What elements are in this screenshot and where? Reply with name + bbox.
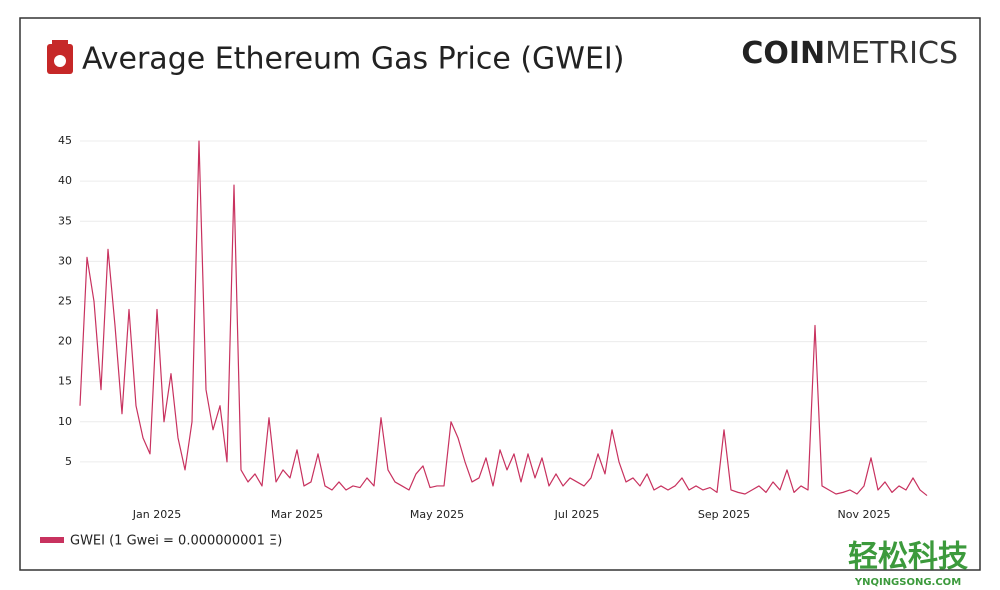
legend-swatch	[40, 537, 64, 543]
chart-title: Average Ethereum Gas Price (GWEI)	[82, 42, 624, 77]
fuel-icon	[47, 40, 73, 74]
y-tick-label: 30	[58, 254, 72, 267]
legend-label: GWEI (1 Gwei = 0.000000001 Ξ)	[70, 534, 282, 549]
y-tick-label: 15	[58, 375, 72, 388]
y-tick-label: 5	[65, 455, 72, 468]
x-tick-label: May 2025	[410, 508, 464, 521]
logo: COINMETRICS	[741, 36, 958, 71]
watermark-name: 轻松科技	[848, 540, 968, 575]
y-tick-label: 20	[58, 335, 72, 348]
x-tick-label: Jul 2025	[554, 508, 600, 521]
x-tick-label: Nov 2025	[838, 508, 891, 521]
logo-bold: COIN	[741, 36, 825, 71]
watermark-site: YNQINGSONG.COM	[854, 577, 961, 588]
y-tick-label: 35	[58, 214, 72, 227]
x-tick-label: Mar 2025	[271, 508, 323, 521]
frame	[19, 17, 981, 571]
y-tick-label: 45	[58, 134, 72, 147]
line-series	[79, 140, 928, 497]
y-tick-label: 40	[58, 174, 72, 187]
y-tick-label: 10	[58, 415, 72, 428]
x-tick-label: Jan 2025	[132, 508, 181, 521]
y-tick-label: 25	[58, 294, 72, 307]
logo-light: METRICS	[825, 36, 958, 71]
x-tick-label: Sep 2025	[698, 508, 750, 521]
